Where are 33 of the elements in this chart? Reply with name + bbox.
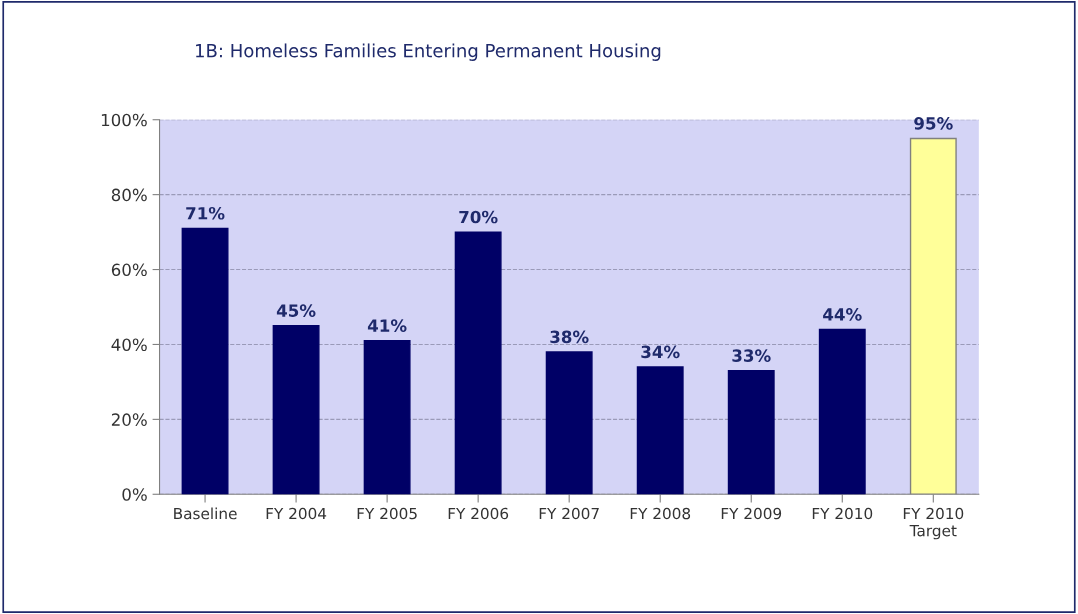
data-label: 34%: [641, 345, 680, 359]
x-tick-label: Baseline: [174, 507, 237, 520]
y-tick-label: 0%: [122, 488, 147, 501]
y-tick-label: 100%: [101, 113, 147, 127]
bar: [818, 328, 866, 495]
y-tick-label: 80%: [111, 188, 147, 202]
bar: [272, 325, 320, 495]
x-tick-label: FY 2009: [721, 507, 782, 520]
bar: [545, 351, 593, 495]
x-tick-label: FY 2005: [357, 507, 417, 520]
y-tick-label: 40%: [111, 338, 147, 352]
x-tick-label: FY 2007: [539, 507, 599, 520]
bar: [181, 227, 229, 495]
data-label: 41%: [367, 319, 407, 332]
x-tick-label: FY 2006: [448, 507, 509, 520]
bar: [454, 231, 502, 495]
y-tick-label: 20%: [111, 413, 147, 426]
data-label: 44%: [823, 308, 862, 321]
data-label: 95%: [914, 117, 953, 130]
x-tick-label: FY 2008: [630, 507, 691, 520]
bar: [636, 366, 684, 495]
bar: [363, 340, 411, 495]
bar: [727, 369, 775, 495]
x-tick-label: FY 2010: [812, 507, 873, 520]
y-tick-label: 60%: [111, 263, 147, 277]
data-label: 45%: [276, 304, 316, 317]
x-tick-label: FY 2010 Target: [903, 507, 964, 540]
data-label: 38%: [550, 330, 589, 344]
data-label: 71%: [186, 206, 225, 220]
chart-title: 1B: Homeless Families Entering Permanent Housing: [196, 43, 661, 61]
data-label: 33%: [732, 349, 771, 362]
data-label: 70%: [459, 210, 498, 224]
x-tick-label: FY 2004: [266, 507, 327, 520]
